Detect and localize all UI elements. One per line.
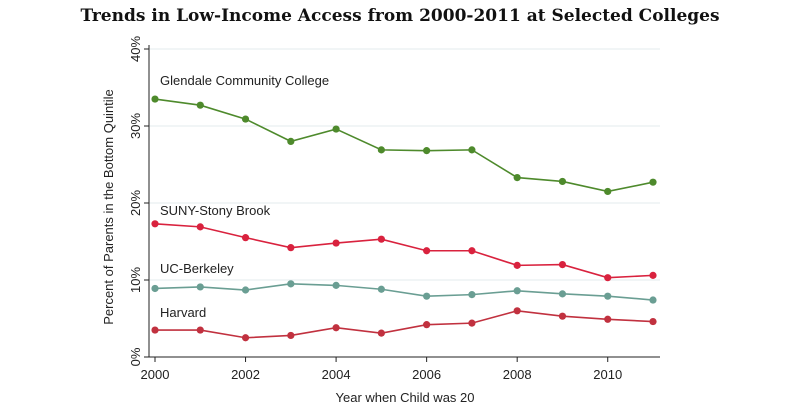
data-point (468, 247, 476, 255)
data-point (241, 115, 250, 123)
x-tick-label: 2008 (503, 367, 532, 382)
data-point (604, 315, 612, 323)
data-point (332, 324, 340, 332)
data-point (468, 319, 476, 327)
x-ticks: 2000 2002 2004 2006 2008 2010 (141, 357, 622, 382)
data-point (649, 296, 657, 304)
data-point (423, 247, 431, 255)
data-point (287, 137, 295, 145)
data-point (196, 101, 204, 109)
data-point (604, 187, 612, 196)
data-point (241, 334, 250, 342)
data-point (649, 271, 657, 279)
grid-lines (149, 48, 660, 281)
data-point (151, 284, 159, 293)
data-point (377, 146, 385, 154)
data-point (558, 312, 567, 320)
data-point (332, 125, 340, 133)
data-point (332, 281, 340, 289)
y-tick-label: 20% (128, 190, 143, 216)
x-tick-label: 2006 (412, 367, 441, 382)
data-point (196, 223, 204, 231)
y-ticks: 0% 10% 20% 30% 40% (128, 36, 149, 366)
data-point (151, 95, 159, 103)
data-point (241, 234, 250, 242)
x-tick-label: 2000 (141, 367, 170, 382)
data-point (423, 321, 431, 329)
data-point (151, 326, 159, 334)
series-label: Glendale Community College (160, 73, 329, 88)
data-point (287, 244, 295, 252)
data-point (649, 178, 657, 186)
x-axis-label: Year when Child was 20 (336, 390, 475, 405)
y-tick-label: 0% (128, 347, 143, 366)
y-tick-label: 40% (128, 36, 143, 62)
data-point (604, 274, 612, 282)
axes (148, 45, 660, 358)
data-point (513, 173, 521, 182)
x-tick-label: 2002 (231, 367, 260, 382)
data-point (423, 292, 431, 300)
data-point (377, 329, 385, 337)
series-label: Harvard (160, 305, 206, 320)
series-group (151, 95, 657, 342)
data-point (513, 287, 521, 295)
data-point (196, 283, 204, 291)
x-tick-label: 2010 (593, 367, 622, 382)
data-point (513, 307, 521, 315)
data-point (377, 285, 385, 293)
series-labels: Glendale Community College SUNY-Stony Bro… (160, 73, 329, 320)
data-point (558, 177, 567, 186)
data-point (287, 331, 295, 340)
data-point (604, 292, 612, 300)
y-tick-label: 10% (128, 267, 143, 293)
data-point (513, 261, 521, 269)
data-point (649, 317, 657, 326)
series-line (155, 309, 654, 339)
data-point (468, 146, 476, 154)
data-point (151, 220, 159, 228)
y-tick-label: 30% (128, 113, 143, 139)
data-point (468, 291, 476, 299)
data-point (558, 290, 567, 298)
data-point (423, 147, 431, 155)
series-label: SUNY-Stony Brook (160, 203, 271, 218)
data-point (287, 280, 295, 288)
series-line (154, 222, 654, 279)
x-tick-label: 2004 (322, 367, 351, 382)
series-line (154, 98, 654, 193)
data-point (377, 235, 385, 243)
series-label: UC-Berkeley (160, 261, 234, 276)
y-axis-label: Percent of Parents in the Bottom Quintil… (101, 89, 116, 325)
series-line (154, 283, 654, 301)
data-point (332, 239, 340, 247)
data-point (241, 286, 250, 294)
data-point (196, 326, 204, 334)
chart-title: Trends in Low-Income Access from 2000-20… (80, 6, 720, 26)
data-point (558, 261, 567, 269)
